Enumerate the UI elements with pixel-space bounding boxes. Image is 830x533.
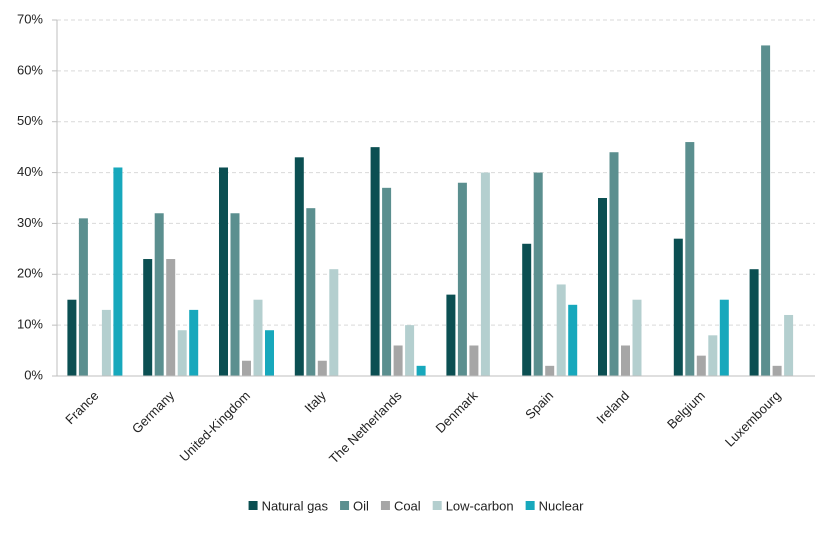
bar [294,157,304,376]
y-tick-label: 50% [17,113,43,128]
x-tick-label: France [62,388,101,427]
y-tick-label: 0% [24,367,43,382]
bar [673,238,683,376]
bar [177,330,187,376]
x-tick-label: Luxembourg [722,388,784,450]
bar [329,269,339,376]
bar [522,243,532,376]
x-tick-label: Denmark [433,388,481,436]
bar [154,213,164,376]
x-tick-label: Germany [129,388,178,437]
bar [480,172,490,376]
bar [166,259,176,376]
x-tick-label: Belgium [664,388,708,432]
x-tick-label: Ireland [593,388,632,427]
legend-swatch [248,501,258,510]
legend-swatch [380,501,390,510]
y-tick-label: 60% [17,62,43,77]
legend-label: Nuclear [539,498,584,513]
bar [446,294,456,376]
bar [230,213,240,376]
bar [189,309,199,376]
bar [719,299,729,376]
x-tick-label: The Netherlands [326,388,405,467]
bar [113,167,123,376]
legend-swatch [525,501,535,510]
legend-swatch [432,501,442,510]
bar [382,187,392,376]
bar [545,365,555,376]
y-tick-label: 10% [17,317,43,332]
bar [598,198,607,376]
bar [568,304,578,376]
bar [784,314,794,376]
bar [67,299,77,376]
legend-swatch [340,501,350,510]
bar [219,167,228,376]
bar [101,309,111,376]
x-tick-label: Italy [301,388,329,416]
bar [632,299,642,376]
legend-label: Low-carbon [446,498,514,513]
bar [457,182,467,376]
bar [469,345,479,376]
bar [533,172,543,376]
bar [370,147,380,376]
bar [685,142,695,376]
bar [696,355,706,376]
bar [761,45,771,377]
bar [772,365,782,376]
bar [78,218,88,376]
bar [265,330,274,376]
x-tick-label: Spain [522,388,556,422]
y-tick-label: 30% [17,215,43,230]
bar [556,284,566,376]
bar [749,269,759,376]
bar [609,152,619,376]
bar [708,335,718,376]
bar [253,299,263,376]
legend-label: Coal [394,498,421,513]
y-tick-label: 70% [17,11,43,26]
legend-label: Oil [353,498,369,513]
bar [143,259,153,376]
bar [306,208,316,376]
x-tick-label: United-Kingdom [177,388,254,465]
bar [621,345,630,376]
legend-label: Natural gas [262,498,329,513]
bar [393,345,403,376]
bar [405,325,415,376]
bar [416,365,426,376]
y-tick-label: 20% [17,266,43,281]
bar [242,360,251,376]
bar [317,360,327,376]
y-tick-label: 40% [17,164,43,179]
